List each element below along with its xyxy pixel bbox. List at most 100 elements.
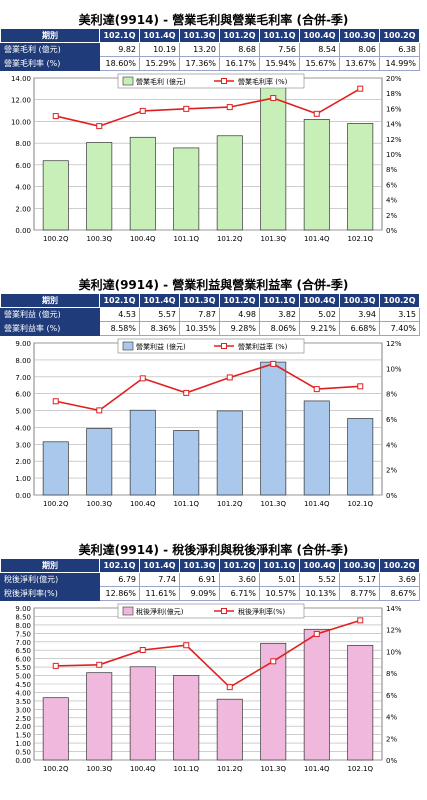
y-tick-label: 4.00 xyxy=(15,689,31,697)
table-cell: 9.28% xyxy=(219,321,260,336)
legend-label: 稅後淨利率(%) xyxy=(238,607,285,616)
table-cell: 11.61% xyxy=(139,586,180,601)
table-cell: 16.17% xyxy=(219,56,260,71)
line-point xyxy=(52,113,59,120)
table-corner: 期別 xyxy=(0,293,100,308)
y-tick-label: 6.00 xyxy=(15,656,31,664)
table-cell: 8.58% xyxy=(99,321,140,336)
table-header-row: 期別 102.1Q 101.4Q 101.3Q 101.2Q 101.1Q 10… xyxy=(0,293,420,308)
table-cell: 3.94 xyxy=(339,307,380,322)
table-cell: 8.54 xyxy=(299,42,340,57)
period-header: 100.2Q xyxy=(379,28,420,43)
bar xyxy=(86,428,113,496)
row-label: 營業毛利率 (%) xyxy=(0,56,100,71)
y2-tick-label: 0% xyxy=(386,227,397,235)
period-header: 100.3Q xyxy=(339,293,380,308)
bar xyxy=(216,698,243,761)
bar xyxy=(173,147,200,231)
y2-tick-label: 8% xyxy=(386,166,397,174)
x-tick-label: 100.3Q xyxy=(86,235,112,243)
period-header: 101.1Q xyxy=(259,558,300,573)
period-header: 101.2Q xyxy=(219,558,260,573)
operating-income-table: 期別 102.1Q 101.4Q 101.3Q 101.2Q 101.1Q 10… xyxy=(0,293,420,336)
y2-tick-label: 2% xyxy=(386,212,397,220)
x-tick-label: 100.2Q xyxy=(43,235,69,243)
table-cell: 5.02 xyxy=(299,307,340,322)
y2-tick-label: 12% xyxy=(386,136,402,144)
table-cell: 10.19 xyxy=(139,42,180,57)
operating-income-chart: 0.00 1.00 2.00 3.00 4.00 5.00 6.00 7.00 8.00 9.00… xyxy=(15,338,402,508)
table-cell: 8.06% xyxy=(259,321,300,336)
line-point xyxy=(226,684,233,691)
legend-line-marker xyxy=(221,608,227,614)
table-cell: 5.52 xyxy=(299,572,340,587)
line-point xyxy=(139,375,146,382)
table-cell: 6.38 xyxy=(379,42,420,57)
y-tick-label: 0.50 xyxy=(15,749,31,757)
y-tick-label: 7.00 xyxy=(15,374,31,382)
bar xyxy=(86,142,113,231)
legend-line-marker xyxy=(221,343,227,349)
x-tick-label: 101.2Q xyxy=(217,500,243,508)
table-row: 稅後淨利率(%) 12.86% 11.61% 9.09% 6.71% 10.57… xyxy=(0,586,420,601)
table-cell: 18.60% xyxy=(99,56,140,71)
table-row: 營業利益率 (%) 8.58% 8.36% 10.35% 9.28% 8.06%… xyxy=(0,321,420,336)
period-header: 102.1Q xyxy=(99,558,140,573)
table-row: 營業毛利 (億元) 9.82 10.19 13.20 8.68 7.56 8.5… xyxy=(0,42,420,57)
legend-box xyxy=(117,73,305,89)
period-header: 100.4Q xyxy=(299,28,340,43)
y-tick-label: 8.50 xyxy=(15,613,31,621)
bar xyxy=(347,123,374,231)
period-header: 102.1Q xyxy=(99,293,140,308)
table-cell: 8.36% xyxy=(139,321,180,336)
period-header: 100.2Q xyxy=(379,558,420,573)
y2-tick-label: 0% xyxy=(386,492,397,500)
table-cell: 17.36% xyxy=(179,56,220,71)
table-cell: 6.91 xyxy=(179,572,220,587)
line-point xyxy=(183,642,190,649)
table-cell: 8.67% xyxy=(379,586,420,601)
gross-profit-table: 期別 102.1Q 101.4Q 101.3Q 101.2Q 101.1Q 10… xyxy=(0,28,420,71)
gross-profit-section: 美利達(9914) - 營業毛利與營業毛利率 (合併-季) 期別 102.1Q … xyxy=(0,12,427,247)
legend-label: 營業利益率 (%) xyxy=(238,342,288,351)
table-cell: 7.74 xyxy=(139,572,180,587)
period-header: 100.3Q xyxy=(339,28,380,43)
chart-title: 美利達(9914) - 稅後淨利與稅後淨利率 (合併-季) xyxy=(78,543,349,557)
y2-tick-label: 10% xyxy=(386,648,402,656)
y2-tick-label: 2% xyxy=(386,467,397,475)
row-label: 營業利益 (億元) xyxy=(0,307,100,322)
legend-box xyxy=(117,338,305,354)
y2-tick-label: 20% xyxy=(386,75,402,83)
bar xyxy=(216,410,243,496)
table-row: 稅後淨利(億元) 6.79 7.74 6.91 3.60 5.01 5.52 5… xyxy=(0,572,420,587)
table-cell: 12.86% xyxy=(99,586,140,601)
y-tick-label: 4.50 xyxy=(15,681,31,689)
series-line xyxy=(55,619,361,689)
table-cell: 3.15 xyxy=(379,307,420,322)
table-cell: 4.98 xyxy=(219,307,260,322)
y-tick-label: 0.00 xyxy=(15,492,31,500)
y-tick-label: 2.50 xyxy=(15,715,31,723)
table-cell: 6.68% xyxy=(339,321,380,336)
y-tick-label: 3.50 xyxy=(15,698,31,706)
table-header-row: 期別 102.1Q 101.4Q 101.3Q 101.2Q 101.1Q 10… xyxy=(0,28,420,43)
y2-tick-label: 14% xyxy=(386,121,402,129)
table-cell: 4.53 xyxy=(99,307,140,322)
line-point xyxy=(96,123,103,130)
net-income-section: 美利達(9914) - 稅後淨利與稅後淨利率 (合併-季) 期別 102.1Q … xyxy=(0,542,427,777)
table-cell: 13.20 xyxy=(179,42,220,57)
y2-tick-label: 4% xyxy=(386,714,397,722)
y2-tick-label: 14% xyxy=(386,605,402,613)
x-tick-label: 101.4Q xyxy=(304,500,330,508)
net-income-chart: 0.000.501.001.502.002.503.003.504.004.50… xyxy=(15,603,402,773)
legend-box xyxy=(117,603,305,619)
bar xyxy=(173,430,200,496)
gross-profit-chart: 0.00 2.00 4.00 6.00 8.00 10.00 12.00 14.00 0% 2% 4… xyxy=(11,73,402,243)
y-tick-label: 7.00 xyxy=(15,639,31,647)
table-cell: 6.79 xyxy=(99,572,140,587)
period-header: 100.4Q xyxy=(299,558,340,573)
bar xyxy=(347,418,374,496)
x-tick-label: 100.3Q xyxy=(86,765,112,773)
period-header: 101.1Q xyxy=(259,28,300,43)
line-point xyxy=(52,398,59,405)
